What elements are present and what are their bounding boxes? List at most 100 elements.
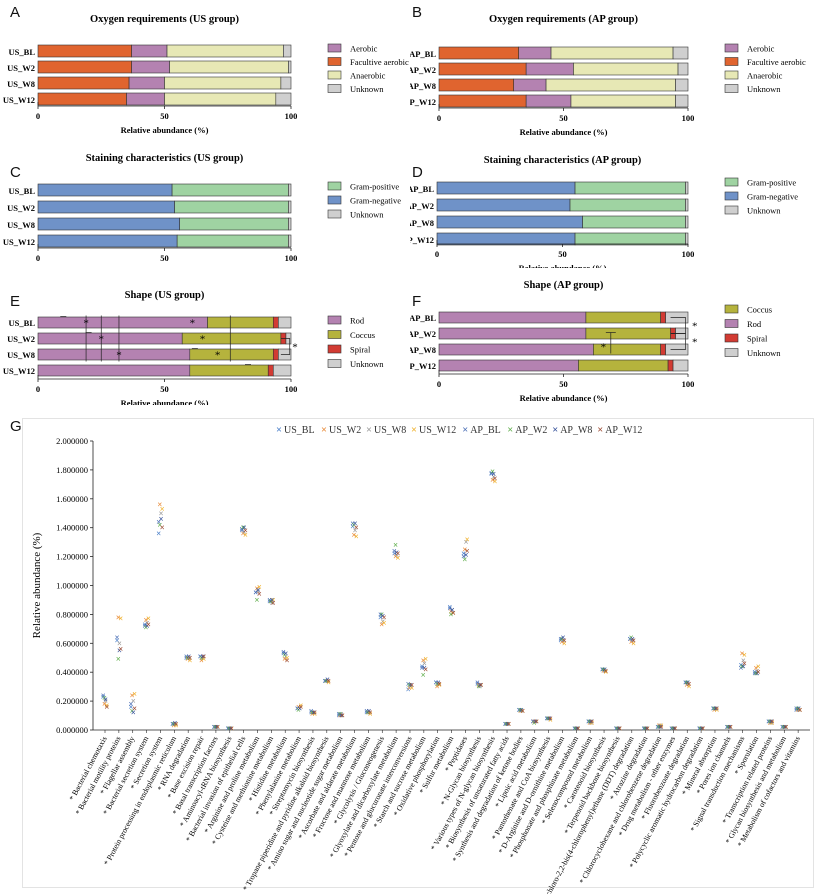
data-point: × bbox=[476, 680, 481, 690]
data-point: × bbox=[532, 718, 537, 728]
legend-swatch bbox=[327, 181, 342, 191]
data-point: × bbox=[587, 716, 592, 726]
legend-label: Unknown bbox=[747, 84, 781, 94]
legend-swatch bbox=[724, 304, 739, 314]
data-point: × bbox=[724, 722, 729, 732]
category-label: US_W8 bbox=[7, 79, 35, 89]
data-point: × bbox=[505, 719, 510, 729]
data-point: × bbox=[421, 656, 426, 666]
bar-segment bbox=[569, 198, 686, 212]
data-point: × bbox=[447, 602, 452, 612]
data-point: × bbox=[588, 716, 593, 726]
data-point: × bbox=[117, 646, 122, 656]
bar-segment bbox=[174, 200, 289, 214]
data-point: × bbox=[142, 620, 147, 630]
data-point: × bbox=[504, 719, 509, 729]
bar-segment bbox=[685, 215, 689, 229]
data-point: × bbox=[784, 722, 789, 732]
legend-label: AP_BL bbox=[470, 425, 501, 436]
legend-marker: × bbox=[321, 425, 327, 436]
bar-segment bbox=[685, 232, 689, 246]
legend-swatch bbox=[327, 43, 342, 53]
data-point: × bbox=[143, 615, 148, 625]
data-point: × bbox=[450, 605, 455, 615]
x-axis-label: Relative abundance (%) bbox=[519, 263, 607, 268]
data-point: × bbox=[574, 724, 579, 734]
data-point: × bbox=[185, 653, 190, 663]
data-point: × bbox=[548, 715, 553, 725]
legend-marker: × bbox=[552, 425, 558, 436]
data-point: × bbox=[128, 702, 133, 712]
x-tick-label: 0 bbox=[435, 249, 439, 259]
y-tick-label: 1.800000 bbox=[56, 465, 88, 475]
legend-label: US_BL bbox=[284, 425, 315, 436]
bar-segment bbox=[582, 215, 686, 229]
bar-segment bbox=[37, 76, 130, 90]
legend-marker: × bbox=[366, 425, 372, 436]
data-point: × bbox=[545, 713, 550, 723]
data-point: × bbox=[766, 716, 771, 726]
x-tick-label: 100 bbox=[682, 379, 695, 389]
data-point: × bbox=[130, 706, 135, 716]
category-label: AP_W8 bbox=[410, 345, 436, 355]
bar-segment bbox=[37, 364, 191, 377]
data-point: × bbox=[364, 708, 369, 718]
data-point: × bbox=[463, 550, 468, 560]
data-point: × bbox=[795, 703, 800, 713]
data-point: × bbox=[366, 706, 371, 716]
data-point: × bbox=[379, 620, 384, 630]
data-point: × bbox=[268, 596, 273, 606]
bar-segment bbox=[288, 234, 292, 248]
data-point: × bbox=[686, 679, 691, 689]
data-point: × bbox=[629, 637, 634, 647]
bar-segment bbox=[128, 76, 165, 90]
data-point: × bbox=[796, 705, 801, 715]
bar-segment bbox=[189, 364, 269, 377]
bar-segment bbox=[131, 60, 170, 74]
data-point: × bbox=[519, 705, 524, 715]
legend-label: Unknown bbox=[747, 348, 781, 358]
data-point: × bbox=[295, 703, 300, 713]
data-point: × bbox=[229, 724, 234, 734]
data-point: × bbox=[670, 724, 675, 734]
x-axis-label: Relative abundance (%) bbox=[520, 393, 608, 403]
data-point: × bbox=[683, 677, 688, 687]
data-point: × bbox=[326, 676, 331, 686]
bar-segment bbox=[438, 311, 587, 324]
data-point: × bbox=[752, 669, 757, 679]
data-point: × bbox=[215, 722, 220, 732]
data-point: × bbox=[406, 679, 411, 689]
data-point: × bbox=[586, 716, 591, 726]
legend-label: Spiral bbox=[747, 334, 768, 344]
data-point: × bbox=[116, 612, 121, 622]
bar-segment bbox=[685, 198, 689, 212]
category-label: AP_W2 bbox=[410, 201, 434, 211]
data-point: × bbox=[157, 500, 162, 510]
data-point: × bbox=[518, 706, 523, 716]
data-point: × bbox=[448, 607, 453, 617]
legend-swatch bbox=[327, 359, 342, 368]
legend-swatch bbox=[327, 70, 342, 80]
data-point: × bbox=[214, 722, 219, 732]
data-point: × bbox=[465, 534, 470, 544]
bar-segment bbox=[283, 44, 292, 58]
legend-label: Gram-negative bbox=[350, 196, 401, 206]
data-point: × bbox=[281, 647, 286, 657]
chart-title: Shape (AP group) bbox=[524, 280, 604, 291]
data-point: × bbox=[350, 518, 355, 528]
panel-letter: E bbox=[10, 293, 21, 310]
data-point: × bbox=[615, 724, 620, 734]
data-point: × bbox=[476, 682, 481, 692]
bar-segment bbox=[574, 232, 686, 246]
bar-segment bbox=[272, 348, 279, 361]
data-point: × bbox=[489, 469, 494, 479]
category-label: US_W12 bbox=[3, 366, 35, 376]
x-tick-label: 50 bbox=[160, 253, 169, 263]
category-label: US_W2 bbox=[7, 334, 35, 344]
y-tick-label: 1.400000 bbox=[56, 523, 88, 533]
legend-label: AP_W8 bbox=[560, 425, 592, 436]
data-point: × bbox=[380, 617, 385, 627]
data-point: × bbox=[784, 722, 789, 732]
